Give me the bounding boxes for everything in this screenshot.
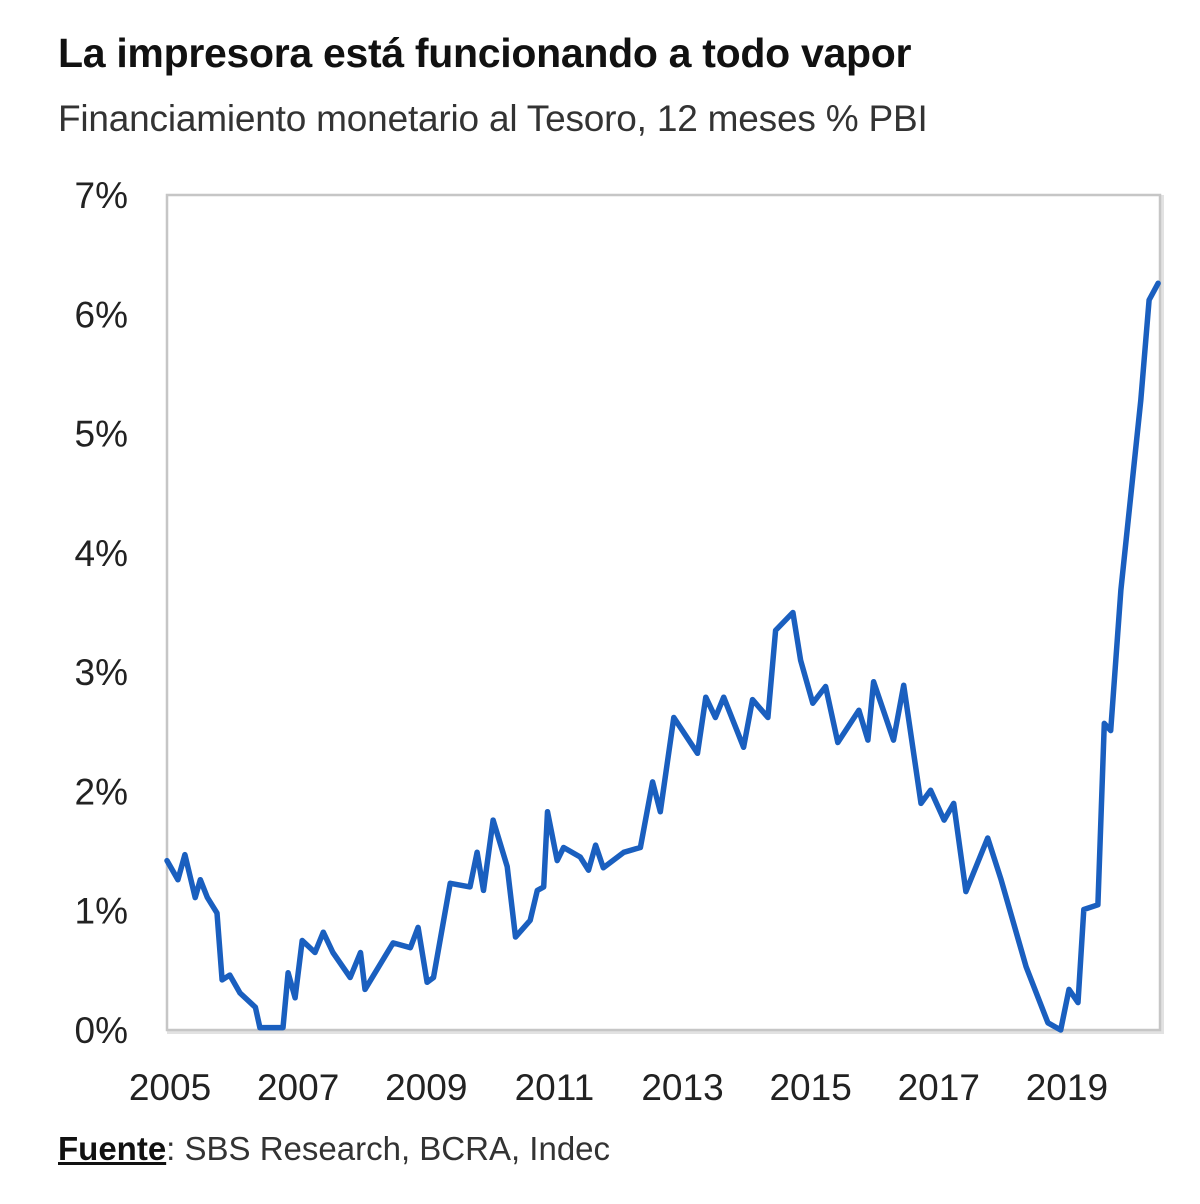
y-tick-label: 2% bbox=[75, 771, 128, 812]
chart-subtitle: Financiamiento monetario al Tesoro, 12 m… bbox=[58, 98, 928, 139]
y-tick-label: 4% bbox=[75, 533, 128, 574]
source-label: Fuente bbox=[58, 1130, 167, 1167]
x-tick-label: 2015 bbox=[769, 1067, 851, 1108]
y-tick-label: 7% bbox=[75, 175, 128, 216]
x-tick-label: 2019 bbox=[1026, 1067, 1108, 1108]
plot-area-border bbox=[165, 193, 1162, 1032]
y-tick-label: 3% bbox=[75, 652, 128, 693]
y-tick-label: 5% bbox=[75, 414, 128, 455]
x-tick-label: 2013 bbox=[641, 1067, 723, 1108]
x-tick-label: 2009 bbox=[385, 1067, 467, 1108]
series-line bbox=[164, 280, 1161, 1033]
source-note: Fuente: SBS Research, BCRA, Indec bbox=[58, 1130, 610, 1168]
chart-title: La impresora está funcionando a todo vap… bbox=[58, 30, 912, 76]
y-tick-label: 0% bbox=[75, 1010, 128, 1051]
x-tick-label: 2017 bbox=[898, 1067, 980, 1108]
x-tick-label: 2005 bbox=[129, 1067, 211, 1108]
y-tick-label: 1% bbox=[75, 891, 128, 932]
source-text: : SBS Research, BCRA, Indec bbox=[166, 1130, 611, 1167]
x-tick-label: 2011 bbox=[515, 1067, 595, 1108]
x-tick-label: 2007 bbox=[257, 1067, 339, 1108]
y-tick-label: 6% bbox=[75, 294, 128, 335]
